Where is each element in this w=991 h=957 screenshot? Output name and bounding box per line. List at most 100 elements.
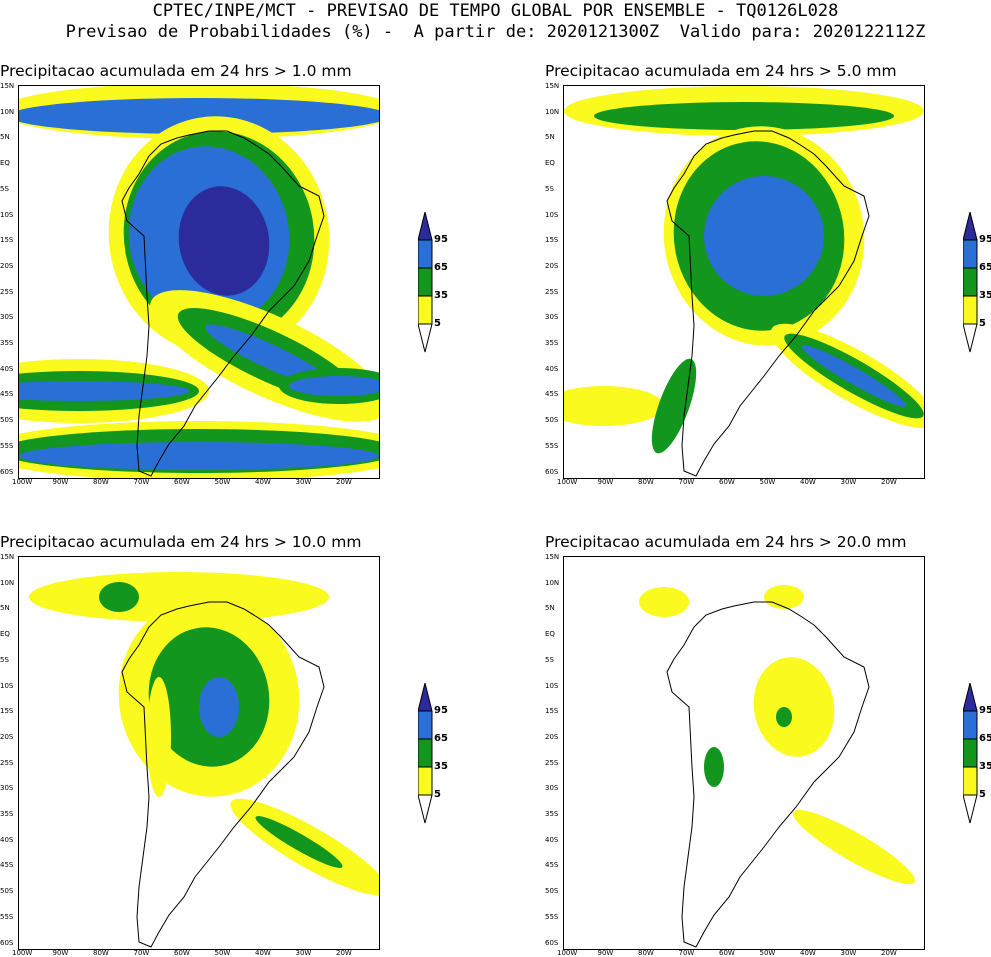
colorbar-label: 65 [979,733,991,744]
colorbar: 95 65 35 5 [417,682,458,832]
latitude-label: 25S [0,287,14,296]
colorbar-label: 35 [434,761,448,772]
panel-title: Precipitacao acumulada em 24 hrs > 10.0 … [0,533,362,551]
colorbar-label: 95 [979,234,991,245]
probability-map [18,85,380,479]
latitude-label: EQ [0,630,10,639]
latitude-label: 30S [0,313,14,322]
latitude-label: 35S [545,810,559,818]
latitude-label: 5S [545,655,554,664]
longitude-label: 50W [214,478,231,486]
latitude-label: 35S [0,810,14,818]
longitude-label: 60W [719,478,735,486]
latitude-label: 10N [545,107,560,116]
latitude-label: 30S [545,784,559,793]
latitude-label: 15N [545,553,560,561]
latitude-label: 45S [0,390,14,399]
latitude-label: 10S [545,681,559,690]
latitude-label: 15N [545,82,560,90]
map-panel: Precipitacao acumulada em 24 hrs > 1.0 m… [0,62,460,486]
longitude-label: 90W [52,478,69,486]
colorbar-label: 5 [979,318,986,329]
longitude-label: 50W [759,478,776,486]
colorbar-label: 65 [434,262,448,273]
latitude-label: 35S [545,339,559,347]
colorbar-label: 65 [979,262,991,273]
latitude-label: 30S [545,313,559,322]
latitude-label: 20S [0,261,14,270]
latitude-label: 40S [0,364,14,373]
longitude-label: 40W [255,478,271,486]
header-line-1: CPTEC/INPE/MCT - PREVISAO DE TEMPO GLOBA… [152,1,839,21]
longitude-label: 30W [840,478,857,486]
longitude-label: 60W [174,478,190,486]
latitude-label: 15S [0,707,14,716]
map-panel: Precipitacao acumulada em 24 hrs > 10.0 … [0,533,460,957]
longitude-label: 80W [638,478,654,486]
longitude-label: 90W [597,949,614,957]
latitude-label: 45S [545,861,559,870]
longitude-label: 30W [295,478,312,486]
longitude-label: 100W [12,949,33,957]
colorbar-label: 95 [979,705,991,716]
latitude-label: 10N [545,578,560,587]
latitude-label: 5S [0,655,9,664]
longitude-label: 90W [52,949,69,957]
colorbar-label: 65 [434,733,448,744]
latitude-label: 50S [0,887,14,896]
latitude-label: 60S [0,467,14,476]
latitude-label: 20S [0,732,14,741]
latitude-label: 55S [0,441,14,450]
latitude-label: 20S [545,732,559,741]
longitude-label: 30W [295,949,312,957]
panel-title: Precipitacao acumulada em 24 hrs > 20.0 … [545,533,907,551]
latitude-label: 10N [0,578,15,587]
longitude-label: 20W [881,478,897,486]
latitude-label: 15S [545,707,559,716]
latitude-label: 15S [545,236,559,245]
longitude-label: 50W [759,949,776,957]
latitude-label: 50S [545,887,559,896]
latitude-label: EQ [545,630,555,639]
panel-title: Precipitacao acumulada em 24 hrs > 5.0 m… [545,62,897,80]
longitude-label: 20W [336,478,352,486]
latitude-label: 50S [545,416,559,425]
longitude-label: 100W [557,949,578,957]
longitude-label: 70W [133,478,150,486]
longitude-label: 50W [214,949,231,957]
map-panel: Precipitacao acumulada em 24 hrs > 5.0 m… [545,62,991,486]
longitude-label: 70W [133,949,150,957]
latitude-label: 25S [545,758,559,767]
longitude-label: 70W [678,949,695,957]
latitude-label: 15N [0,553,15,561]
longitude-label: 40W [800,478,816,486]
latitude-label: 5N [545,133,555,142]
latitude-label: 10N [0,107,15,116]
latitude-label: 10S [0,681,14,690]
longitude-label: 80W [93,478,109,486]
latitude-label: EQ [545,159,555,168]
latitude-label: 5N [0,604,10,613]
colorbar-label: 35 [979,761,991,772]
longitude-label: 40W [255,949,271,957]
longitude-label: 20W [881,949,897,957]
latitude-label: 30S [0,784,14,793]
longitude-label: 90W [597,478,614,486]
colorbar-label: 5 [434,789,441,800]
longitude-label: 30W [840,949,857,957]
latitude-label: 60S [545,938,559,947]
colorbar: 95 65 35 5 [962,682,991,832]
longitude-label: 80W [93,949,109,957]
longitude-label: 60W [174,949,190,957]
header-line-2: Previsao de Probabilidades (%) - A parti… [65,22,926,42]
colorbar-label: 35 [434,290,448,301]
latitude-label: 40S [545,364,559,373]
latitude-label: 35S [0,339,14,347]
colorbar-label: 95 [434,234,448,245]
latitude-label: EQ [0,159,10,168]
probability-map [18,556,380,950]
latitude-label: 25S [545,287,559,296]
longitude-label: 20W [336,949,352,957]
colorbar-label: 95 [434,705,448,716]
latitude-label: 55S [0,912,14,921]
